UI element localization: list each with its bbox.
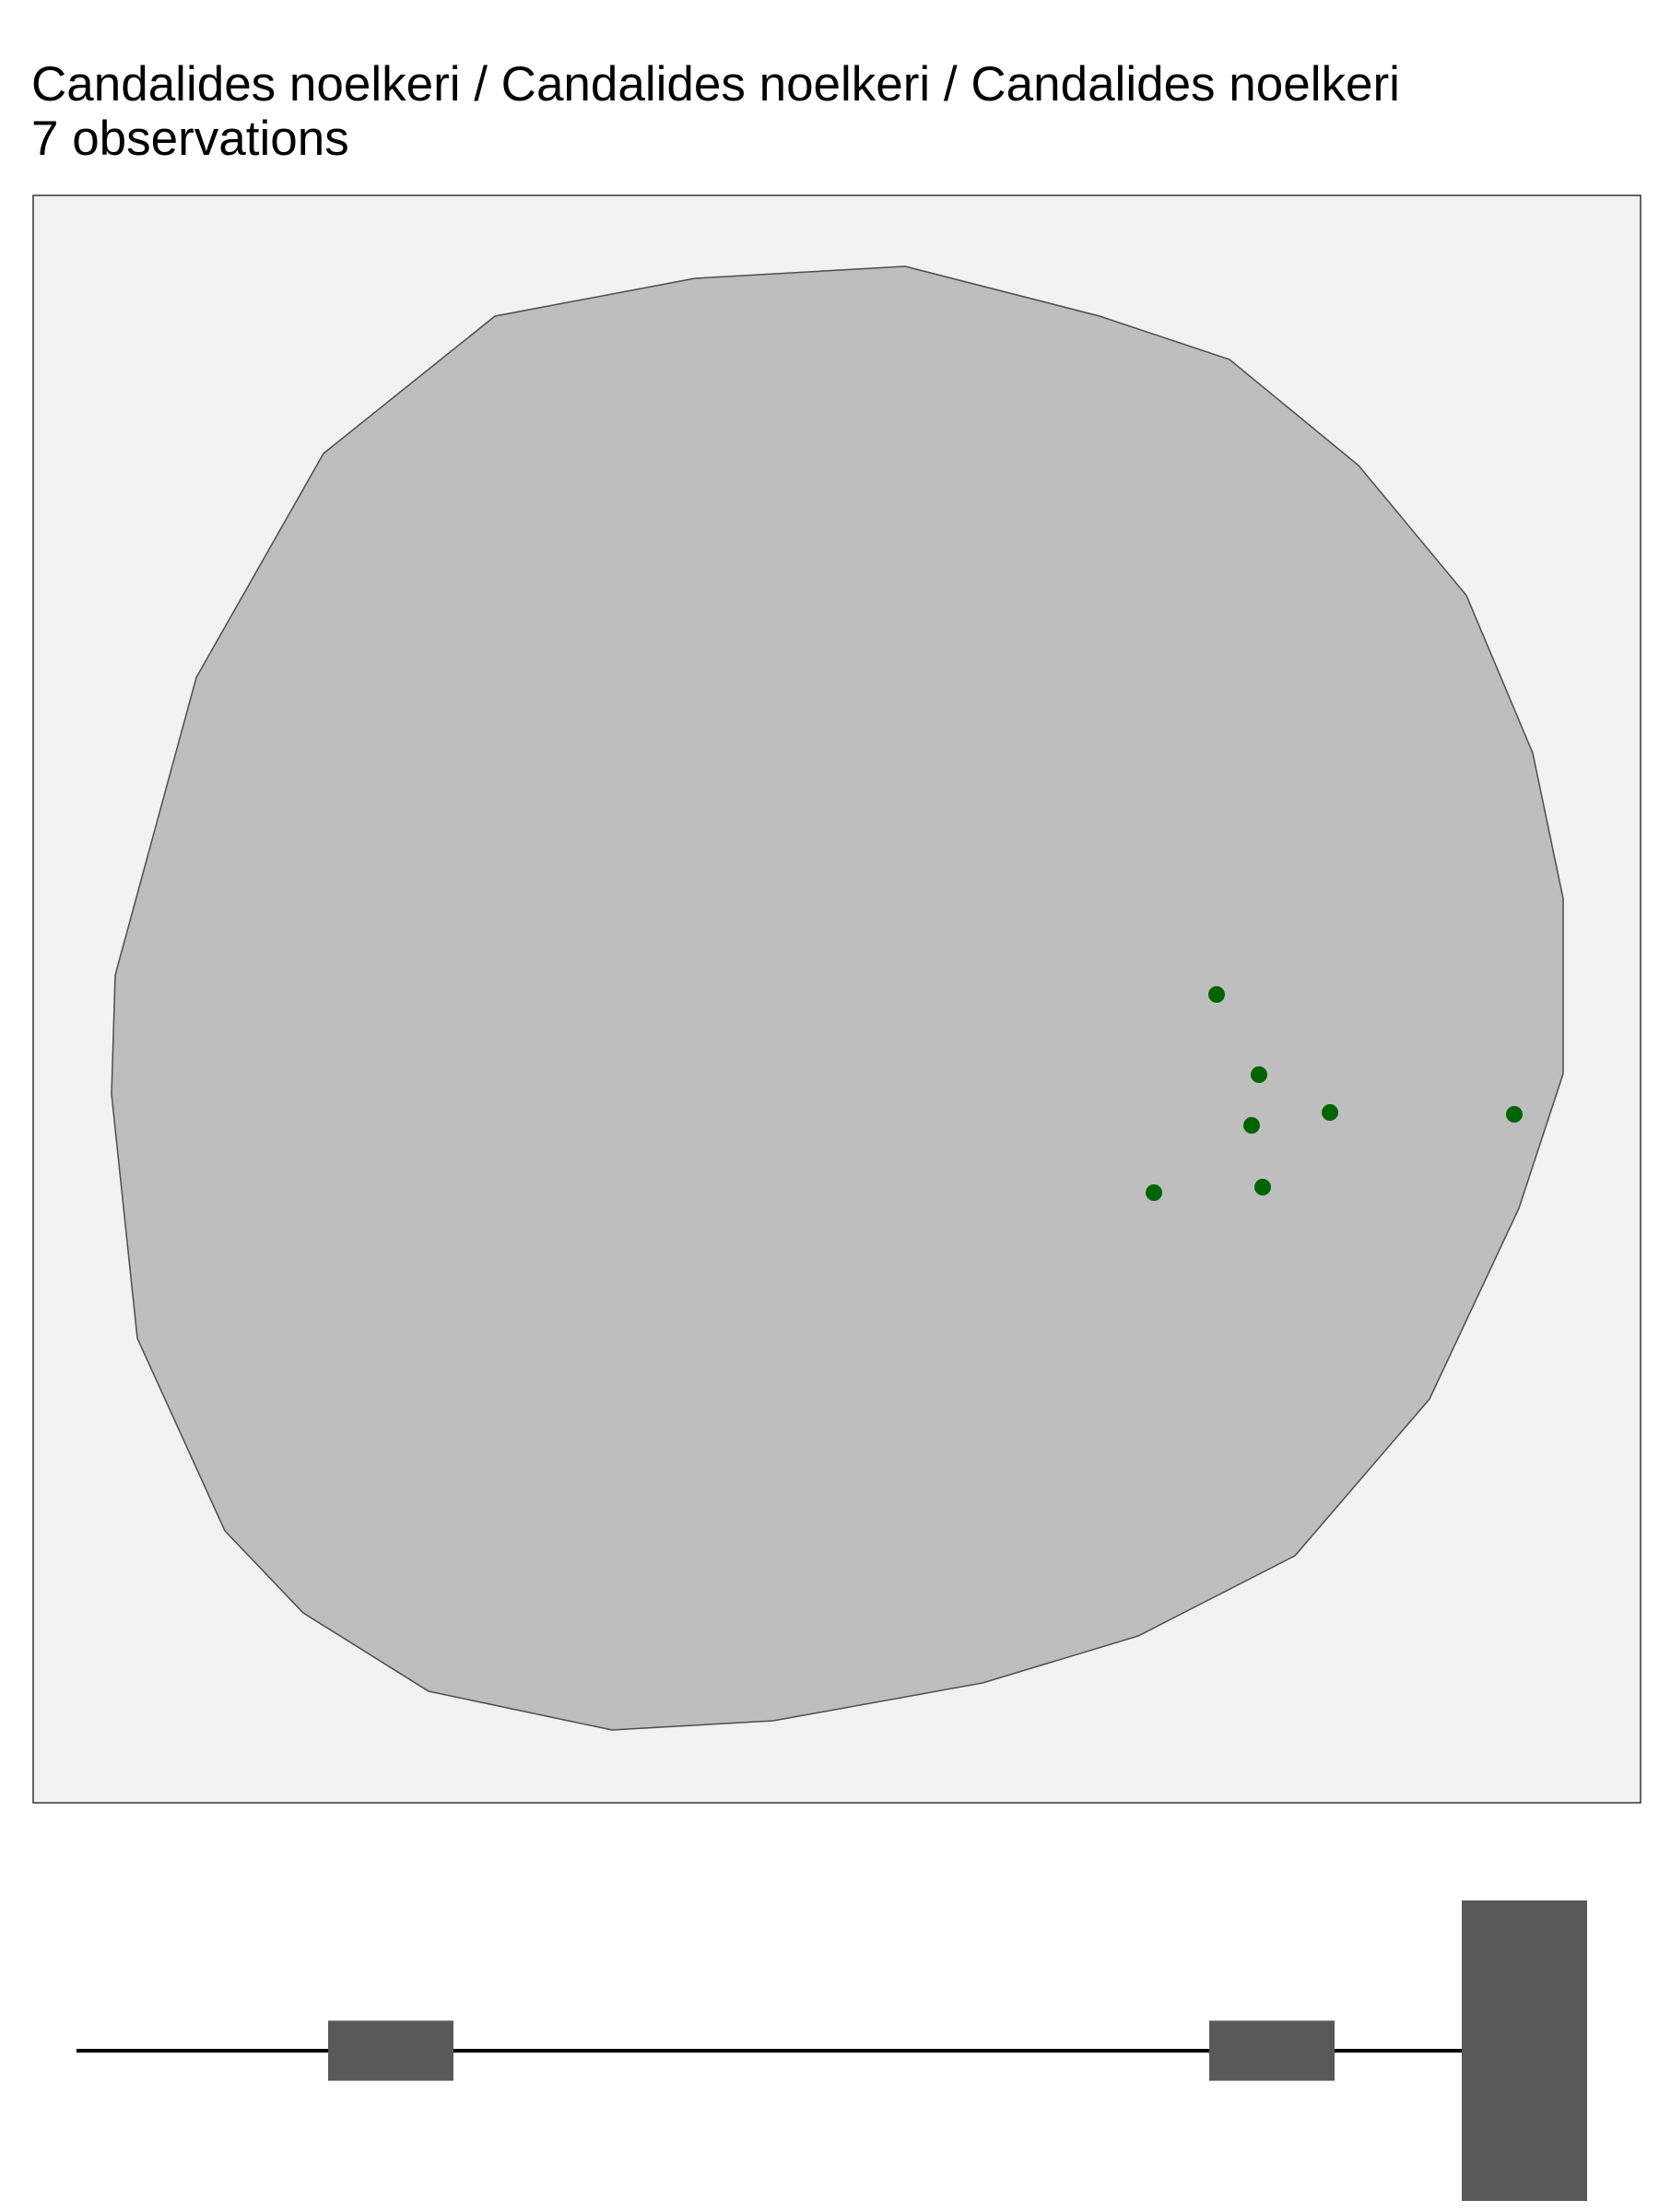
title-block: Candalides noelkeri / Candalides noelker… [31, 57, 1400, 166]
timeline-bar [1209, 2020, 1335, 2081]
timeline [76, 1900, 1587, 2201]
timeline-bar [328, 2020, 453, 2081]
observation-point [1322, 1104, 1338, 1121]
observation-points [1146, 986, 1523, 1201]
range-polygon [111, 265, 1564, 1731]
page-subtitle: 7 observations [31, 112, 349, 166]
observation-point [1208, 986, 1225, 1003]
observation-point [1243, 1117, 1260, 1134]
timeline-bar [1462, 1900, 1587, 2201]
timeline-bars [328, 1900, 1587, 2201]
observation-point [1506, 1106, 1523, 1123]
observation-point [1254, 1179, 1271, 1195]
observation-point [1146, 1184, 1162, 1201]
observation-point [1251, 1066, 1267, 1083]
page-title: Candalides noelkeri / Candalides noelker… [31, 57, 1400, 112]
